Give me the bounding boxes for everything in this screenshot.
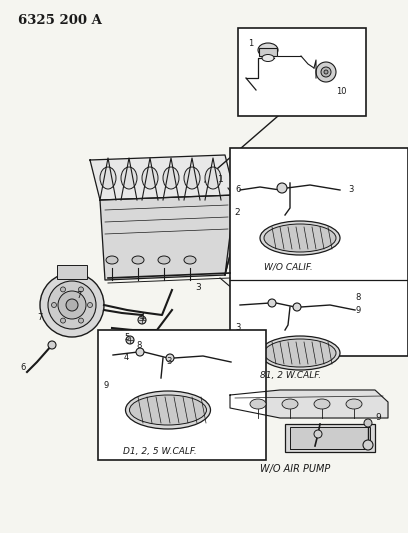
Text: 3: 3 [166,357,171,366]
Circle shape [364,419,372,427]
Circle shape [66,299,78,311]
Polygon shape [225,195,240,275]
Circle shape [78,287,84,292]
Circle shape [51,303,56,308]
Circle shape [48,341,56,349]
Circle shape [60,318,66,323]
Text: 9: 9 [355,306,360,315]
Ellipse shape [184,256,196,264]
Circle shape [126,336,134,344]
Polygon shape [230,390,388,418]
Text: 4: 4 [124,353,129,362]
Ellipse shape [163,167,179,189]
Text: 5: 5 [124,333,129,342]
Ellipse shape [100,167,116,189]
Circle shape [293,303,301,311]
Text: 7: 7 [76,291,81,300]
Ellipse shape [142,167,158,189]
Circle shape [316,62,336,82]
Circle shape [58,291,86,319]
Text: 10: 10 [336,87,346,96]
Circle shape [40,273,104,337]
Text: 9: 9 [103,381,108,390]
Ellipse shape [184,167,200,189]
Ellipse shape [121,167,137,189]
Ellipse shape [346,399,362,409]
Circle shape [136,348,144,356]
Text: 8: 8 [136,341,142,350]
Text: 3: 3 [235,323,240,332]
Circle shape [166,354,174,362]
Text: 81, 2 W.CALF.: 81, 2 W.CALF. [260,371,321,380]
Ellipse shape [282,399,298,409]
Bar [290,427,370,449]
Text: 7: 7 [37,313,42,322]
Circle shape [324,70,328,74]
Circle shape [321,67,331,77]
Bar [238,28,366,116]
Circle shape [78,318,84,323]
Text: 3: 3 [348,185,353,194]
Ellipse shape [158,256,170,264]
Text: 8: 8 [355,293,360,302]
Polygon shape [100,195,240,280]
Bar [98,330,266,460]
Text: 6325 200 A: 6325 200 A [18,14,102,27]
Ellipse shape [258,43,278,57]
Bar [285,424,375,452]
Text: 3: 3 [195,283,201,292]
Bar [230,148,408,356]
Text: 9: 9 [375,413,381,422]
Circle shape [48,281,96,329]
Text: 6: 6 [20,363,25,372]
Bar [259,48,277,56]
Ellipse shape [260,336,340,370]
Circle shape [277,183,287,193]
Ellipse shape [264,224,336,252]
Text: 2: 2 [234,208,239,217]
Bar [57,265,87,279]
Ellipse shape [205,167,221,189]
Circle shape [314,430,322,438]
Ellipse shape [314,399,330,409]
Ellipse shape [250,399,266,409]
Ellipse shape [132,256,144,264]
Ellipse shape [262,54,274,61]
Text: W/O CALIF.: W/O CALIF. [264,263,313,272]
Circle shape [363,440,373,450]
Ellipse shape [264,339,336,367]
Polygon shape [90,155,235,200]
Text: 6: 6 [235,185,240,194]
Ellipse shape [129,395,206,425]
Text: 1: 1 [248,39,253,48]
Circle shape [87,303,93,308]
Ellipse shape [126,391,211,429]
Circle shape [60,287,66,292]
Text: 4: 4 [140,313,145,322]
Text: 1: 1 [218,175,224,184]
Text: W/O AIR PUMP: W/O AIR PUMP [260,464,330,474]
Text: D1, 2, 5 W.CALF.: D1, 2, 5 W.CALF. [123,447,197,456]
Circle shape [138,316,146,324]
Circle shape [268,299,276,307]
Ellipse shape [106,256,118,264]
Ellipse shape [260,221,340,255]
